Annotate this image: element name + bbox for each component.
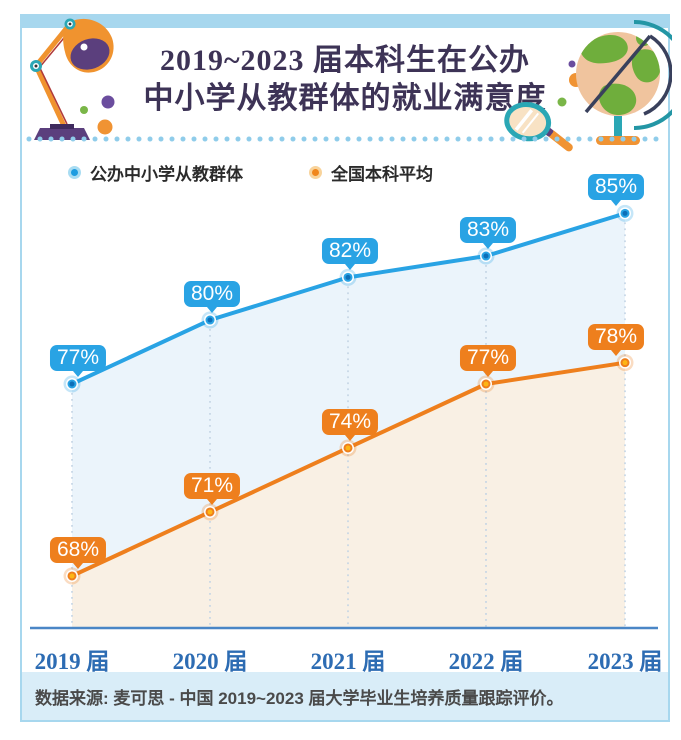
- legend-marker-blue-icon: [68, 166, 81, 179]
- x-axis-label: 2020 届: [172, 649, 248, 674]
- x-axis-label: 2023 届: [587, 649, 663, 674]
- page-title-line1: 2019~2023 届本科生在公办: [159, 44, 531, 77]
- data-label-badge: 82%: [321, 238, 379, 271]
- x-axis-label: 2022 届: [448, 649, 524, 674]
- data-label-badge: 77%: [459, 345, 517, 377]
- data-label-badge: 74%: [321, 408, 379, 441]
- decor-dots-left: [80, 95, 115, 135]
- legend-item-national-average: 全国本科平均: [309, 160, 433, 185]
- marker-core: [345, 445, 351, 451]
- data-label-badge: 80%: [183, 281, 241, 313]
- area-series-1: [72, 362, 625, 628]
- marker-core: [483, 253, 489, 259]
- legend-item-public-school: 公办中小学从教群体: [68, 160, 243, 185]
- legend-label-national-average: 全国本科平均: [331, 165, 433, 184]
- footer-band: 数据来源: 麦可思 - 中国 2019~2023 届大学毕业生培养质量跟踪评价。: [22, 672, 668, 720]
- x-axis: 2019 届 2020 届 2021 届 2022 届 2023 届: [22, 642, 668, 674]
- data-label-badge: 77%: [49, 345, 107, 377]
- data-label-badge: 78%: [587, 323, 645, 356]
- desk-lamp-icon: [30, 18, 114, 140]
- marker-core: [207, 509, 213, 515]
- line-chart: 77% 80% 82% 83% 85% 68% 71% 74% 77% 78%: [22, 142, 668, 632]
- marker-core: [69, 573, 75, 579]
- top-band: [22, 16, 668, 28]
- marker-core: [483, 381, 489, 387]
- x-axis-label: 2021 届: [310, 649, 386, 674]
- x-axis-label: 2019 届: [34, 649, 110, 674]
- page-title-line2: 中小学从教群体的就业满意度: [143, 82, 547, 115]
- marker-core: [69, 381, 75, 387]
- marker-core: [345, 274, 351, 280]
- data-label-badge: 83%: [459, 217, 517, 250]
- marker-core: [622, 360, 628, 366]
- page-title: 2019~2023 届本科生在公办 中小学从教群体的就业满意度: [22, 42, 668, 118]
- chart-canvas: [30, 204, 658, 630]
- legend-label-public-school: 公办中小学从教群体: [90, 165, 243, 184]
- data-label-badge: 68%: [49, 536, 107, 569]
- data-label-badge: 71%: [183, 472, 241, 505]
- data-label-badge: 85%: [587, 174, 645, 207]
- marker-core: [622, 210, 628, 216]
- legend-marker-orange-icon: [309, 166, 322, 179]
- dotted-separator: [26, 136, 664, 142]
- globe-icon: [576, 20, 672, 145]
- marker-core: [207, 317, 213, 323]
- data-source-text: 数据来源: 麦可思 - 中国 2019~2023 届大学毕业生培养质量跟踪评价。: [35, 688, 564, 708]
- outer-frame: 2019~2023 届本科生在公办 中小学从教群体的就业满意度: [20, 14, 672, 722]
